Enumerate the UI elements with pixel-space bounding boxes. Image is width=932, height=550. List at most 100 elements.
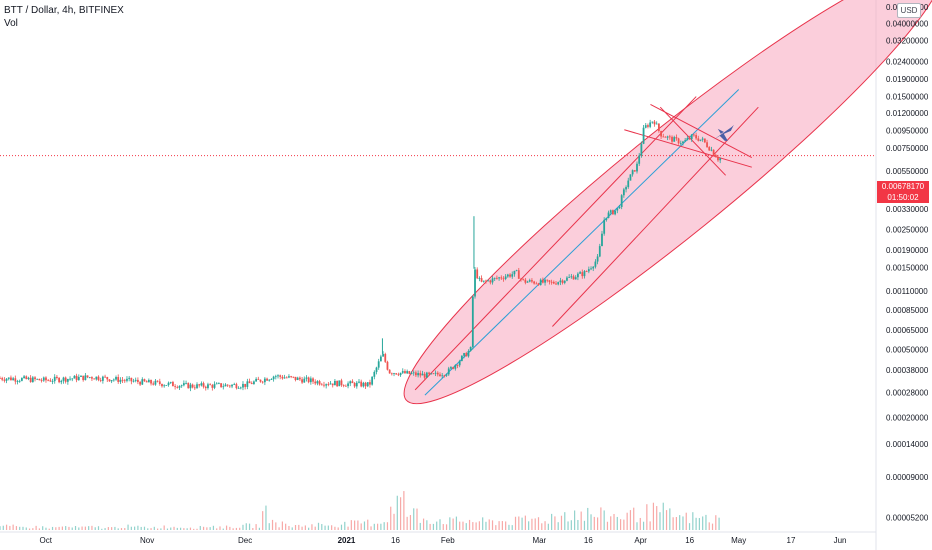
volume-bar: [518, 516, 520, 530]
candle-body: [303, 378, 306, 383]
volume-bar: [65, 526, 67, 530]
volume-bar: [399, 497, 402, 530]
candle-body: [594, 261, 597, 267]
volume-bar: [610, 516, 612, 530]
candle-body: [263, 378, 266, 383]
volume-bar: [695, 517, 697, 530]
volume-bar: [170, 527, 172, 530]
volume-bar: [22, 526, 24, 530]
candle-body: [145, 381, 148, 383]
candle-body: [51, 381, 54, 382]
candle-body: [75, 375, 78, 381]
candle-body: [255, 378, 258, 382]
candle-body: [465, 353, 468, 357]
candle-body: [587, 269, 590, 272]
volume-bar: [367, 519, 369, 530]
candle-body: [496, 277, 498, 279]
candle-body: [117, 377, 120, 382]
candle-body: [369, 382, 371, 385]
candle-body: [592, 266, 595, 269]
volume-bar: [202, 526, 205, 530]
volume-bar: [58, 526, 60, 530]
airplane-icon: [711, 124, 734, 141]
candle-body: [520, 278, 522, 280]
candle-body: [535, 283, 538, 285]
candle-body: [318, 381, 321, 385]
volume-bar: [104, 528, 106, 530]
candle-body: [351, 381, 354, 384]
candle-body: [384, 354, 387, 362]
volume-bar: [51, 526, 54, 530]
volume-bar: [327, 525, 329, 530]
candle-body: [620, 195, 623, 207]
candle-body: [112, 379, 115, 381]
volume-bar: [196, 528, 198, 530]
volume-bar: [429, 523, 431, 530]
symbol-title[interactable]: BTT / Dollar, 4h, BITFINEX: [4, 5, 124, 16]
volume-bar: [459, 521, 461, 530]
currency-button[interactable]: USD: [897, 3, 921, 18]
candle-body: [296, 377, 299, 381]
candle-body: [375, 367, 378, 372]
candle-body: [688, 138, 691, 140]
volume-bar: [134, 526, 136, 530]
candle-body: [12, 378, 15, 381]
candle-body: [137, 379, 139, 382]
volume-bar: [347, 526, 349, 530]
y-tick-label: 0.00038000: [886, 366, 929, 375]
volume-bar: [652, 502, 655, 530]
candle-body: [502, 278, 505, 280]
candle-body: [719, 158, 722, 161]
candle-body: [325, 384, 328, 386]
volume-bar: [475, 522, 477, 530]
candle-body: [222, 386, 225, 388]
x-tick-label: Apr: [634, 536, 647, 545]
y-tick-label: 0.00110000: [886, 287, 928, 296]
volume-bar: [570, 520, 572, 530]
candle-body: [603, 219, 606, 234]
volume-bar: [708, 522, 710, 530]
candle-body: [474, 269, 476, 297]
candle-body: [480, 278, 483, 282]
candle-body: [454, 365, 457, 369]
candle-body: [53, 376, 56, 382]
volume-bar: [81, 526, 83, 530]
candle-body: [82, 375, 85, 381]
candle-body: [329, 383, 332, 385]
candle-body: [27, 377, 30, 380]
volume-bar: [314, 526, 316, 530]
volume-bar: [229, 526, 231, 530]
candle-body: [200, 383, 203, 386]
candle-body: [104, 376, 106, 378]
y-tick-label: 0.00330000: [886, 205, 929, 214]
candle-body: [574, 277, 577, 280]
volume-bar: [317, 522, 320, 530]
candle-body: [419, 373, 422, 376]
volume-bar: [78, 527, 80, 530]
volume-bar: [216, 528, 218, 530]
candle-body: [552, 281, 555, 284]
volume-label[interactable]: Vol: [4, 18, 18, 29]
volume-bar: [278, 527, 280, 530]
volume-bar: [422, 518, 425, 530]
x-tick-label: Nov: [140, 536, 154, 545]
candle-body: [123, 380, 126, 382]
candle-body: [261, 381, 264, 383]
volume-bar: [403, 491, 405, 530]
candle-body: [576, 273, 579, 278]
y-tick-label: 0.01500000: [886, 93, 929, 102]
candle-body: [121, 379, 124, 381]
volume-bar: [649, 521, 651, 530]
volume-bar: [715, 515, 717, 530]
candle-body: [224, 384, 227, 387]
volume-bar: [406, 516, 408, 530]
candle-body: [180, 385, 183, 387]
volume-bar: [38, 528, 41, 530]
candle-body: [99, 380, 102, 381]
volume-bar: [390, 506, 392, 530]
y-tick-label: 0.04000000: [886, 20, 929, 29]
candle-body: [625, 187, 627, 190]
upper-parallel-line: [414, 96, 697, 391]
volume-bar: [9, 525, 11, 530]
